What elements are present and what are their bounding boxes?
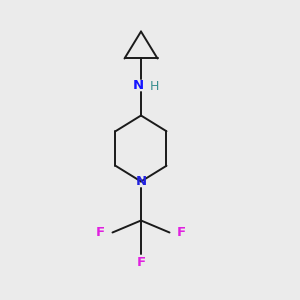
Text: N: N xyxy=(133,79,144,92)
Text: N: N xyxy=(135,175,147,188)
Text: H: H xyxy=(150,80,159,93)
Text: F: F xyxy=(96,226,105,239)
Text: F: F xyxy=(136,256,146,269)
Text: F: F xyxy=(177,226,186,239)
